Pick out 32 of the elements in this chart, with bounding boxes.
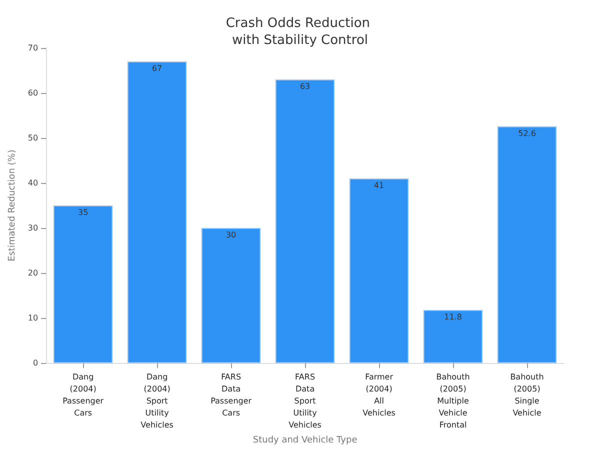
x-tick-label: FARS Data Passenger Cars xyxy=(210,372,252,418)
x-tick-label: Bahouth (2005) Multiple Vehicle Frontal xyxy=(436,372,470,430)
bar xyxy=(349,178,409,364)
data-label: 11.8 xyxy=(444,312,462,322)
bar xyxy=(497,126,557,364)
y-tick-label: 0 xyxy=(32,358,38,368)
bar xyxy=(53,206,113,364)
data-label: 30 xyxy=(226,230,236,240)
data-label: 35 xyxy=(78,208,88,218)
x-tick-label: Farmer (2004) All Vehicles xyxy=(362,372,396,418)
x-tick-label: FARS Data Sport Utility Vehicles xyxy=(288,372,322,430)
y-tick-label: 50 xyxy=(28,134,38,143)
y-tick-label: 70 xyxy=(28,44,38,52)
y-tick-label: 20 xyxy=(28,268,38,278)
x-axis-title: Study and Vehicle Type xyxy=(252,436,358,446)
y-tick-label: 10 xyxy=(28,314,38,323)
x-tick-label: Dang (2004) Sport Utility Vehicles xyxy=(140,372,174,430)
x-tick-label: Dang (2004) Passenger Cars xyxy=(62,372,104,418)
data-label: 52.6 xyxy=(518,128,536,138)
bar xyxy=(275,80,335,364)
y-tick-label: 30 xyxy=(28,224,38,233)
y-tick-label: 60 xyxy=(28,88,38,98)
bar xyxy=(423,310,483,364)
data-label: 41 xyxy=(374,181,384,190)
bar xyxy=(201,228,261,364)
data-label: 63 xyxy=(300,82,310,92)
data-label: 67 xyxy=(152,64,162,74)
x-tick-label: Bahouth (2005) Single Vehicle xyxy=(510,372,544,418)
y-axis-title: Estimated Reduction (%) xyxy=(8,150,18,262)
y-tick-label: 40 xyxy=(28,178,38,188)
chart-title: Crash Odds Reduction with Stability Control xyxy=(226,16,374,48)
bar xyxy=(127,62,187,364)
